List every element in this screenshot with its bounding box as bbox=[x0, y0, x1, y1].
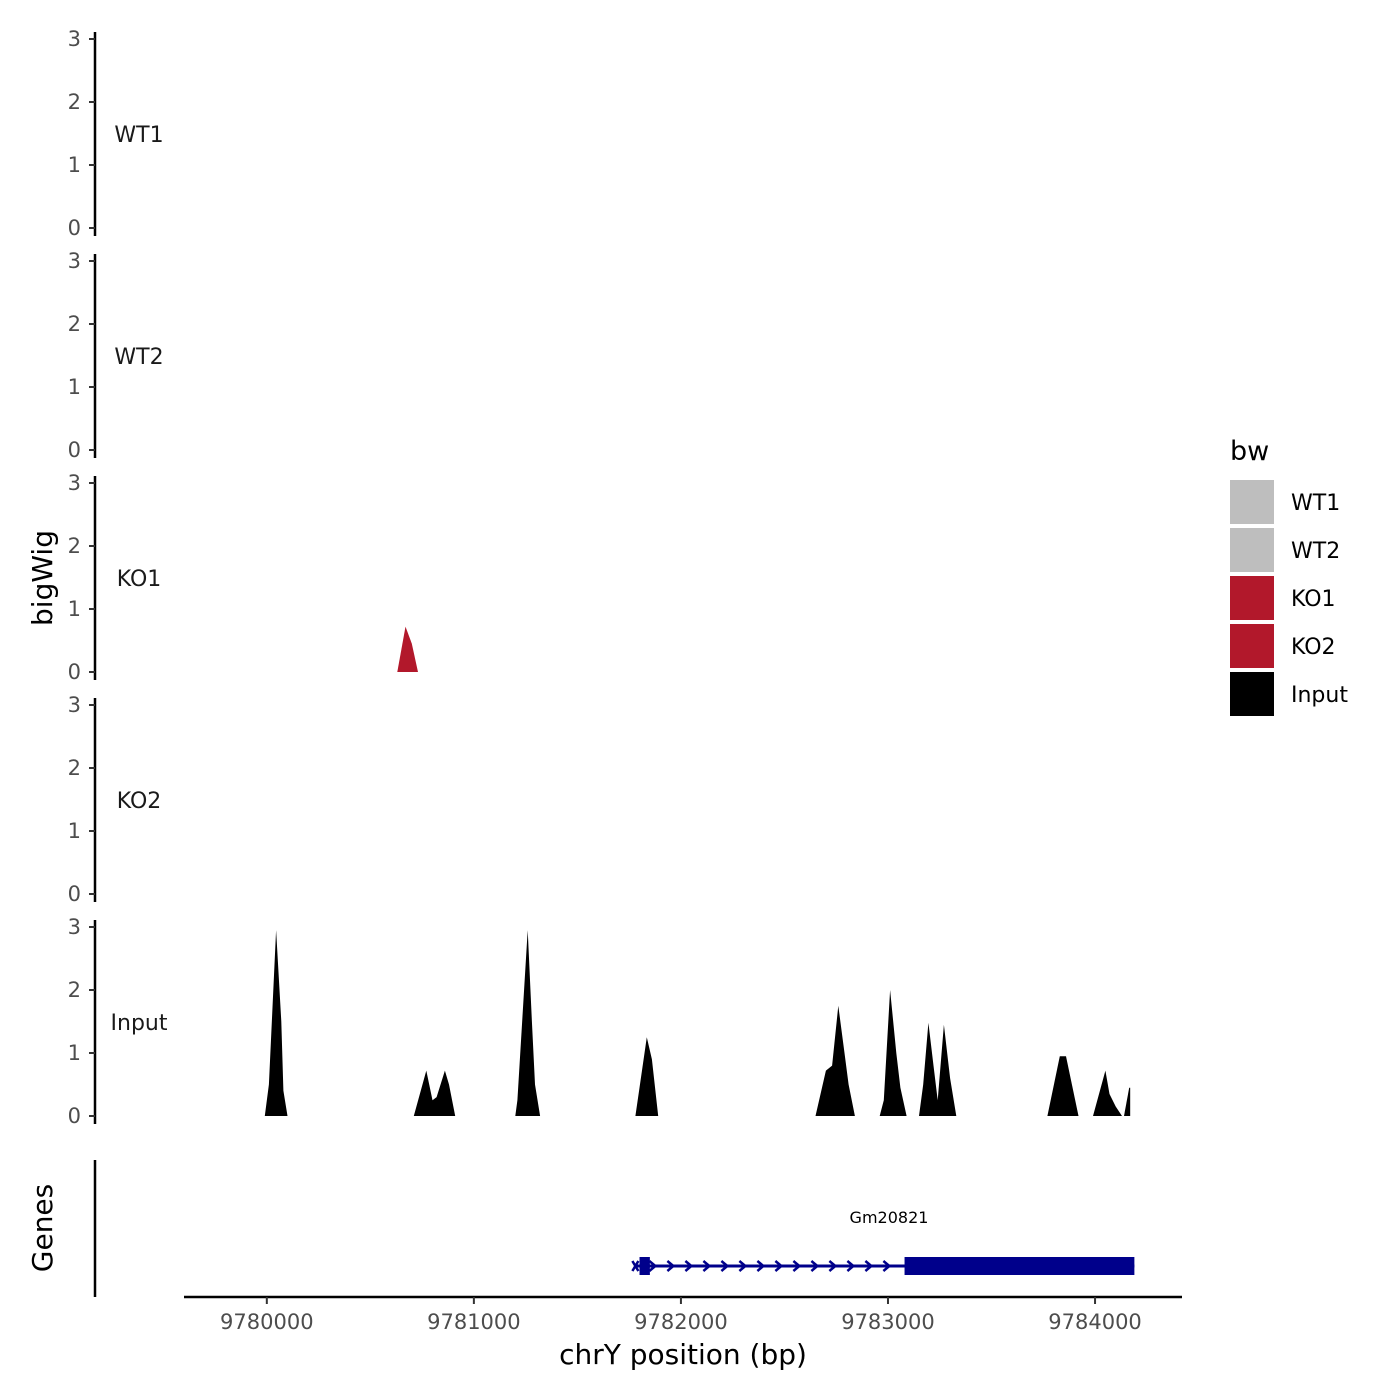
signal-peak bbox=[1093, 1070, 1122, 1116]
legend-key-ko1 bbox=[1230, 576, 1274, 620]
track-label-wt2: WT2 bbox=[114, 345, 163, 370]
x-axis: 9780000 9781000 9782000 9783000 9784000 bbox=[184, 1295, 1182, 1334]
y-tick-label: 3 bbox=[68, 471, 81, 495]
signal-peak bbox=[1047, 1056, 1079, 1116]
track-wt1: 0 1 2 3 WT1 bbox=[68, 27, 164, 240]
y-tick-label: 0 bbox=[68, 438, 81, 462]
track-label-input: Input bbox=[111, 1011, 168, 1036]
track-ko2: 0 1 2 3 KO2 bbox=[68, 693, 162, 906]
y-tick-label: 2 bbox=[68, 90, 81, 114]
signal-peak bbox=[919, 1022, 957, 1116]
gene-exon bbox=[639, 1257, 650, 1275]
y-tick-label: 2 bbox=[68, 312, 81, 336]
track-label-ko1: KO1 bbox=[117, 567, 162, 592]
signal-peak bbox=[879, 990, 907, 1116]
strand-arrow bbox=[702, 1260, 712, 1272]
signal-peak bbox=[397, 626, 418, 672]
strand-arrow bbox=[720, 1260, 730, 1272]
legend-label-ko1: KO1 bbox=[1291, 587, 1336, 612]
y-tick-label: 2 bbox=[68, 978, 81, 1002]
x-axis-title: chrY position (bp) bbox=[559, 1338, 807, 1371]
gene-exon bbox=[904, 1257, 1135, 1275]
genes-track: Gm20821 bbox=[93, 1160, 1135, 1297]
signal-peak bbox=[1124, 1087, 1131, 1116]
y-tick-label: 1 bbox=[68, 819, 81, 843]
signal-peak bbox=[264, 930, 288, 1116]
y-tick-label: 2 bbox=[68, 534, 81, 558]
legend-label-wt2: WT2 bbox=[1291, 539, 1340, 564]
x-tick-label: 9782000 bbox=[634, 1310, 728, 1334]
y-tick-label: 1 bbox=[68, 375, 81, 399]
y-tick-label: 3 bbox=[68, 249, 81, 273]
legend-label-wt1: WT1 bbox=[1291, 491, 1340, 516]
y-tick-label: 2 bbox=[68, 756, 81, 780]
y-tick-label: 0 bbox=[68, 882, 81, 906]
legend-key-ko2 bbox=[1230, 624, 1274, 668]
genes-track-label: Genes bbox=[26, 1184, 59, 1272]
y-tick-label: 3 bbox=[68, 693, 81, 717]
signal-peak bbox=[635, 1037, 659, 1116]
gene-start-mark bbox=[631, 1260, 640, 1272]
track-label-ko2: KO2 bbox=[117, 789, 162, 814]
strand-arrow bbox=[684, 1260, 694, 1272]
strand-arrow bbox=[828, 1260, 838, 1272]
signal-peak bbox=[815, 1005, 855, 1116]
y-tick-label: 0 bbox=[68, 216, 81, 240]
y-tick-label: 1 bbox=[68, 153, 81, 177]
track-input: 0 1 2 3 Input bbox=[68, 915, 1131, 1128]
legend-key-wt1 bbox=[1230, 480, 1274, 524]
strand-arrow bbox=[864, 1260, 874, 1272]
signal-peak bbox=[413, 1070, 456, 1116]
strand-arrow bbox=[792, 1260, 802, 1272]
strand-arrow bbox=[810, 1260, 820, 1272]
x-tick-label: 9784000 bbox=[1048, 1310, 1142, 1334]
y-tick-label: 1 bbox=[68, 597, 81, 621]
legend-label-ko2: KO2 bbox=[1291, 635, 1336, 660]
strand-arrow bbox=[756, 1260, 766, 1272]
x-tick-label: 9783000 bbox=[841, 1310, 935, 1334]
y-tick-label: 0 bbox=[68, 1104, 81, 1128]
strand-arrow bbox=[882, 1260, 892, 1272]
legend-key-input bbox=[1230, 672, 1274, 716]
gene-name-label: Gm20821 bbox=[850, 1208, 929, 1227]
y-tick-label: 1 bbox=[68, 1041, 81, 1065]
strand-arrow bbox=[846, 1260, 856, 1272]
y-tick-label: 3 bbox=[68, 27, 81, 51]
strand-arrow bbox=[648, 1260, 658, 1272]
signal-tracks: 0 1 2 3 WT1 0 1 2 3 WT2 0 1 2 3 KO1 0 1 2 3 KO2 0 1 2 3 Input bbox=[68, 27, 1131, 1128]
strand-arrow bbox=[666, 1260, 676, 1272]
y-axis-title: bigWig bbox=[26, 530, 59, 626]
track-ko1: 0 1 2 3 KO1 bbox=[68, 471, 418, 684]
legend: bw WT1 WT2 KO1 KO2 Input bbox=[1230, 436, 1348, 716]
legend-key-wt2 bbox=[1230, 528, 1274, 572]
x-tick-label: 9780000 bbox=[220, 1310, 314, 1334]
legend-title: bw bbox=[1230, 436, 1269, 467]
strand-arrow bbox=[738, 1260, 748, 1272]
signal-peak bbox=[515, 930, 541, 1116]
y-tick-label: 0 bbox=[68, 660, 81, 684]
track-wt2: 0 1 2 3 WT2 bbox=[68, 249, 164, 462]
y-tick-label: 3 bbox=[68, 915, 81, 939]
track-label-wt1: WT1 bbox=[114, 123, 163, 148]
x-tick-label: 9781000 bbox=[427, 1310, 521, 1334]
strand-arrow bbox=[774, 1260, 784, 1272]
legend-label-input: Input bbox=[1291, 683, 1348, 708]
